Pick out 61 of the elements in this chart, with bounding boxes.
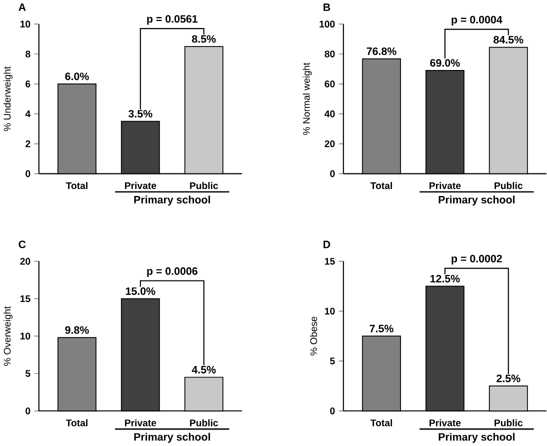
y-tick-label: 5	[330, 358, 335, 364]
y-tick-label: 15	[20, 295, 30, 302]
y-axis-title: % Overweight	[4, 306, 13, 366]
y-tick-label: 0	[26, 170, 30, 177]
chart-title: D	[324, 240, 330, 248]
annotation: p = 0.0561	[147, 14, 198, 25]
data-label: 8.5%	[192, 35, 216, 43]
chart-title: C	[18, 240, 26, 248]
data-label: 84.5%	[494, 36, 524, 44]
x-tick-label: Private	[430, 419, 461, 426]
x-tick-label: Private	[430, 182, 461, 189]
y-tick-label: 10	[325, 308, 335, 314]
annotation: p = 0.0006	[147, 267, 198, 277]
annotation: p = 0.0004	[452, 16, 502, 26]
y-axis-title: % Underweight	[4, 66, 13, 131]
data-label: 9.8%	[65, 326, 89, 334]
x-tick-label: Total	[370, 182, 392, 189]
x-tick-label: Public	[494, 419, 523, 426]
data-label: 7.5%	[370, 324, 394, 332]
y-tick-label: 8	[26, 50, 30, 58]
x-tick-label: Total	[66, 419, 88, 426]
y-tick-label: 0	[330, 407, 335, 414]
x-axis-title: Primary school	[134, 195, 210, 206]
y-tick-label: 80	[324, 50, 335, 58]
y-tick-label: 100	[320, 20, 335, 28]
data-label: 15.0%	[126, 287, 156, 295]
data-label: 3.5%	[128, 110, 152, 118]
data-label: 6.0%	[65, 72, 89, 80]
y-tick-label: 5	[26, 370, 30, 377]
data-label: 12.5%	[430, 274, 460, 282]
y-axis-title: % Obese	[310, 316, 318, 356]
y-tick-label: 10	[20, 20, 30, 28]
data-label: 4.5%	[192, 366, 216, 374]
y-axis-title: % Normal weight	[302, 62, 312, 135]
y-tick-label: 4	[25, 110, 31, 117]
y-tick-label: 6	[26, 80, 30, 88]
y-tick-label: 60	[324, 80, 335, 88]
y-tick-label: 0	[26, 407, 30, 414]
data-label: 69.0%	[430, 58, 460, 67]
data-label: 2.5%	[496, 374, 520, 382]
y-tick-label: 40	[324, 110, 335, 118]
y-tick-label: 15	[325, 258, 335, 264]
x-tick-label: Public	[190, 182, 218, 189]
x-tick-label: Total	[66, 182, 88, 189]
y-tick-label: 20	[324, 140, 335, 148]
y-tick-label: 2	[26, 140, 30, 147]
y-tick-label: 0	[330, 170, 335, 177]
x-tick-label: Private	[125, 419, 156, 426]
y-tick-label: 10	[20, 332, 30, 340]
y-tick-label: 20	[20, 258, 30, 265]
x-tick-label: Public	[190, 419, 218, 426]
chart-title: A	[18, 3, 26, 11]
x-axis-title: Primary school	[438, 195, 514, 206]
x-axis-title: Primary school	[134, 432, 210, 443]
x-axis-title: Primary school	[438, 432, 514, 443]
data-label: 76.8%	[366, 47, 396, 55]
x-tick-label: Total	[370, 419, 392, 426]
x-tick-label: Private	[125, 182, 156, 189]
chart-title: B	[324, 3, 330, 11]
annotation: p = 0.0002	[452, 254, 502, 264]
x-tick-label: Public	[494, 182, 523, 189]
